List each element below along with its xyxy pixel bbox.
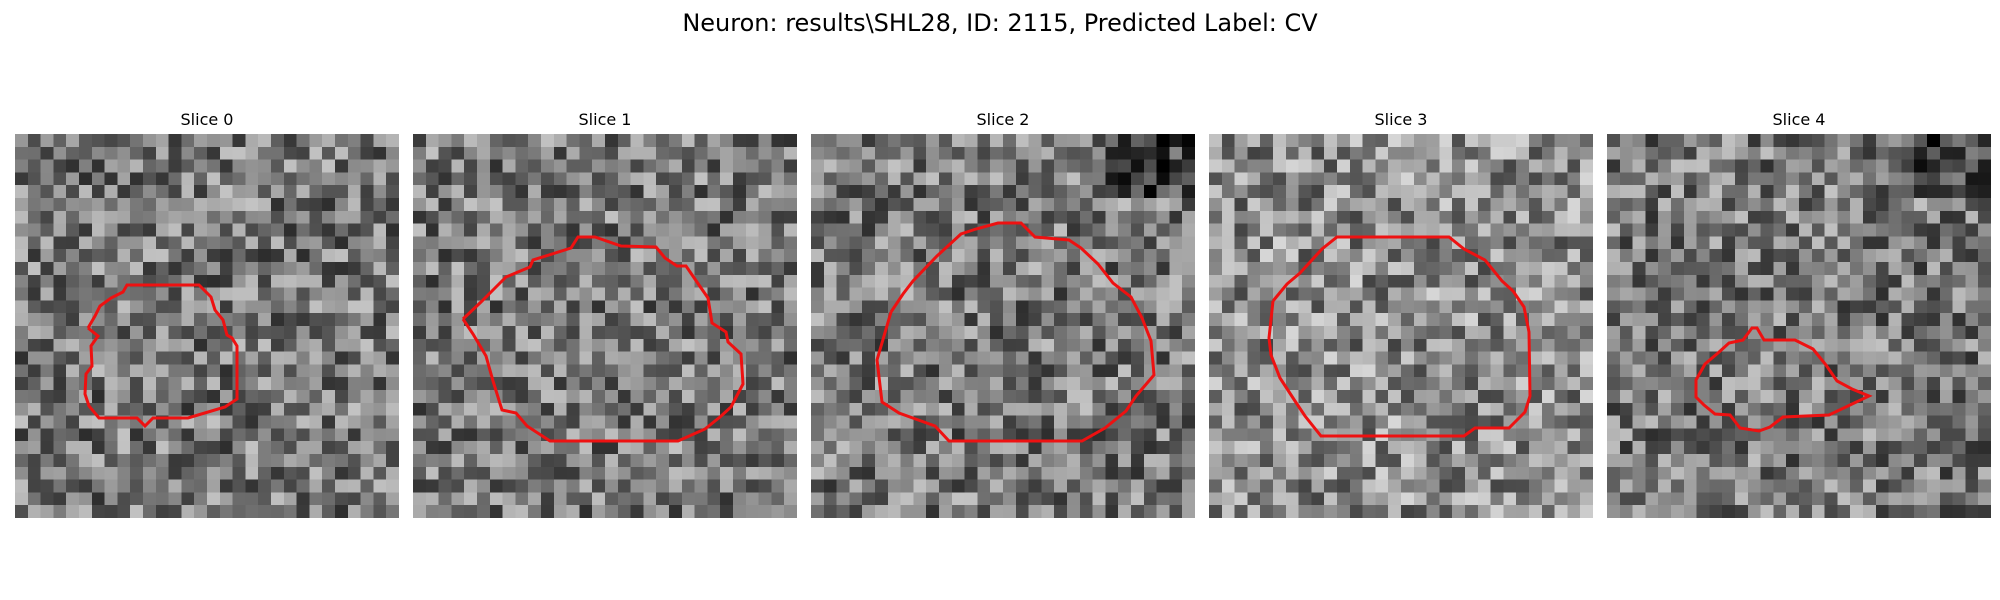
slice-title-4: Slice 4	[1772, 110, 1826, 129]
slice-panel-4: Slice 4	[1607, 110, 1991, 518]
figure-title: Neuron: results\SHL28, ID: 2115, Predict…	[682, 9, 1318, 37]
slice-pixels-1	[413, 134, 797, 518]
slice-panel-1: Slice 1	[413, 110, 797, 518]
slice-panel-2: Slice 2	[811, 110, 1195, 518]
slice-panel-0: Slice 0	[15, 110, 399, 518]
contour-line-0	[83, 283, 239, 429]
slice-image-4	[1607, 134, 1991, 518]
slice-title-2: Slice 2	[976, 110, 1030, 129]
slice-title-0: Slice 0	[180, 110, 234, 129]
roi-contour-3	[1267, 235, 1532, 438]
roi-contour-4	[1694, 326, 1873, 433]
slice-pixels-2	[811, 134, 1195, 518]
slice-title-1: Slice 1	[578, 110, 632, 129]
slice-panel-3: Slice 3	[1209, 110, 1593, 518]
slice-title-3: Slice 3	[1374, 110, 1428, 129]
slice-pixels-4	[1607, 134, 1991, 518]
roi-contour-2	[875, 221, 1156, 443]
slice-pixels-0	[15, 134, 399, 518]
roi-contour-1	[461, 235, 745, 443]
contour-line-1	[461, 235, 745, 443]
slice-image-1	[413, 134, 797, 518]
contour-line-4	[1694, 326, 1873, 433]
slice-image-2	[811, 134, 1195, 518]
roi-contour-0	[83, 283, 239, 429]
slice-image-3	[1209, 134, 1593, 518]
slice-image-0	[15, 134, 399, 518]
contour-line-2	[875, 221, 1156, 443]
contour-line-3	[1267, 235, 1532, 438]
